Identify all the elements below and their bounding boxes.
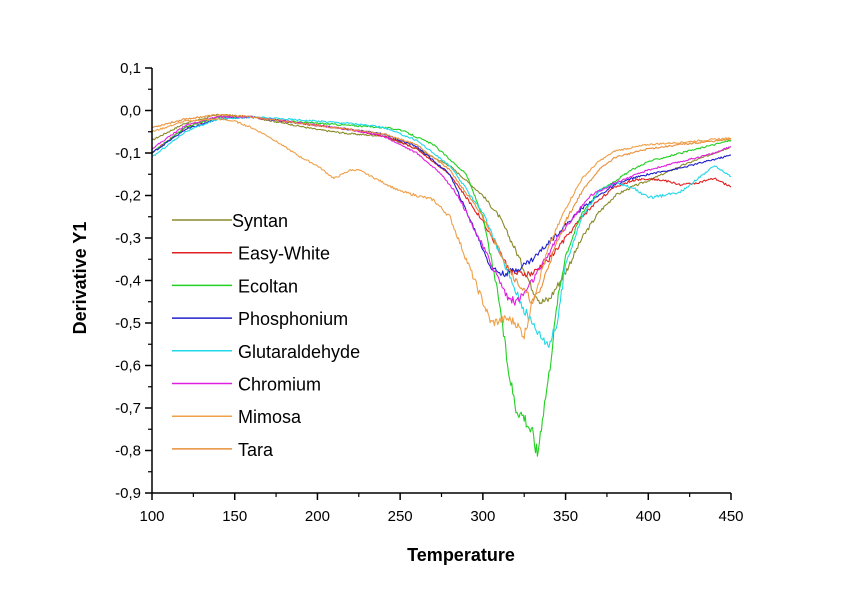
- y-tick-label: -0,8: [115, 443, 141, 460]
- y-tick-label: -0,3: [115, 230, 141, 247]
- x-tick-label: 400: [636, 508, 661, 525]
- y-tick-label: -0,9: [115, 485, 141, 502]
- legend-label-tara: Tara: [238, 440, 274, 460]
- y-tick-label: -0,2: [115, 188, 141, 205]
- x-tick-label: 450: [718, 508, 743, 525]
- legend-label-ecoltan: Ecoltan: [238, 276, 298, 296]
- x-tick-label: 200: [305, 508, 330, 525]
- x-tick-label: 300: [470, 508, 495, 525]
- series-line-glutaraldehyde: [151, 115, 731, 348]
- axes: 100 150 200 250 300 350 400 450 0,1 0,0 -0,1 -0,2 -…: [115, 60, 743, 525]
- y-tick-label: -0,7: [115, 400, 141, 417]
- legend-label-syntan: Syntan: [232, 211, 288, 231]
- x-tick-label: 150: [222, 508, 247, 525]
- legend-label-mimosa: Mimosa: [238, 407, 302, 427]
- y-tick-label: -0,6: [115, 358, 141, 375]
- series-layer: [151, 113, 732, 457]
- y-tick-label: 0,0: [120, 103, 141, 120]
- legend-label-glutaraldehyde: Glutaraldehyde: [238, 342, 360, 362]
- y-tick-label: 0,1: [120, 60, 141, 77]
- y-tick-label: -0,5: [115, 315, 141, 332]
- y-tick-label: -0,4: [115, 273, 141, 290]
- y-axis-title: Derivative Y1: [70, 222, 90, 335]
- x-tick-label: 100: [139, 508, 164, 525]
- y-ticks: 0,1 0,0 -0,1 -0,2 -0,3 -0,4 -0,5 -0,6 -0,7 -0,8 -0…: [115, 60, 152, 502]
- series-line-mimosa: [151, 118, 732, 340]
- legend-label-phosphonium: Phosphonium: [238, 309, 348, 329]
- x-axis-title: Temperature: [407, 545, 515, 565]
- legend-label-easy-white: Easy-White: [238, 244, 330, 264]
- series-line-syntan: [151, 113, 732, 305]
- x-tick-label: 350: [553, 508, 578, 525]
- legend-label-chromium: Chromium: [238, 375, 321, 395]
- x-tick-label: 250: [388, 508, 413, 525]
- x-ticks: 100 150 200 250 300 350 400 450: [139, 493, 744, 525]
- series-line-tara: [151, 113, 732, 304]
- legend: Syntan Easy-White Ecoltan Phosphonium Glutar…: [172, 211, 360, 460]
- y-tick-label: -0,1: [115, 145, 141, 162]
